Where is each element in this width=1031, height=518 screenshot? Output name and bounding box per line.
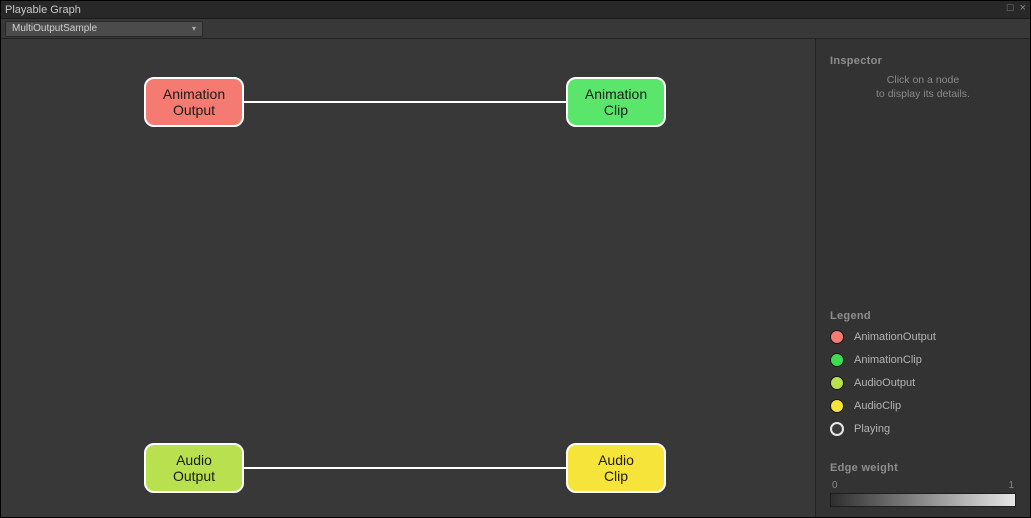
titlebar[interactable]: Playable Graph □ × [1, 1, 1030, 19]
legend-section: Legend AnimationOutput AnimationClip Audio… [830, 310, 1016, 507]
legend-swatch [830, 422, 844, 436]
toolbar: MultiOutputSample ▾ [1, 19, 1030, 39]
legend-item: AudioClip [830, 399, 1016, 413]
maximize-icon[interactable]: □ [1007, 2, 1014, 14]
graph-edge [244, 101, 566, 103]
close-icon[interactable]: × [1020, 2, 1026, 14]
legend-swatch [830, 330, 844, 344]
legend-swatch [830, 353, 844, 367]
edge-weight-min: 0 [832, 480, 838, 491]
legend-swatch [830, 399, 844, 413]
legend-label: AudioOutput [854, 377, 915, 389]
edge-weight-labels: 0 1 [832, 480, 1014, 491]
chevron-down-icon: ▾ [192, 24, 196, 33]
legend-item: AnimationOutput [830, 330, 1016, 344]
graph-select-dropdown[interactable]: MultiOutputSample ▾ [5, 21, 203, 37]
legend-label: Playing [854, 423, 890, 435]
graph-node-anim-output[interactable]: AnimationOutput [144, 77, 244, 127]
window: Playable Graph □ × MultiOutputSample ▾ A… [0, 0, 1031, 518]
edge-weight-max: 1 [1008, 480, 1014, 491]
legend-label: AnimationOutput [854, 331, 936, 343]
inspector-title: Inspector [830, 55, 1016, 67]
inspector-section: Inspector Click on a node to display its… [830, 55, 1016, 101]
legend-item: AudioOutput [830, 376, 1016, 390]
edge-weight-section: Edge weight 0 1 [830, 462, 1016, 507]
window-title: Playable Graph [5, 4, 81, 16]
legend-label: AudioClip [854, 400, 901, 412]
graph-node-audio-clip[interactable]: AudioClip [566, 443, 666, 493]
legend-item: AnimationClip [830, 353, 1016, 367]
graph-canvas[interactable]: AnimationOutput AnimationClip AudioOutput A… [1, 39, 815, 517]
graph-node-audio-output[interactable]: AudioOutput [144, 443, 244, 493]
body: AnimationOutput AnimationClip AudioOutput A… [1, 39, 1030, 517]
sidebar: Inspector Click on a node to display its… [815, 39, 1030, 517]
legend-title: Legend [830, 310, 1016, 322]
window-buttons: □ × [1007, 2, 1026, 14]
graph-node-anim-clip[interactable]: AnimationClip [566, 77, 666, 127]
legend-list: AnimationOutput AnimationClip AudioOutput A… [830, 330, 1016, 436]
legend-swatch [830, 376, 844, 390]
legend-label: AnimationClip [854, 354, 922, 366]
graph-edge [244, 467, 566, 469]
inspector-hint: Click on a node to display its details. [830, 73, 1016, 101]
edge-weight-gradient [830, 493, 1016, 507]
legend-item: Playing [830, 422, 1016, 436]
edge-weight-title: Edge weight [830, 462, 1016, 474]
dropdown-value: MultiOutputSample [12, 23, 97, 34]
